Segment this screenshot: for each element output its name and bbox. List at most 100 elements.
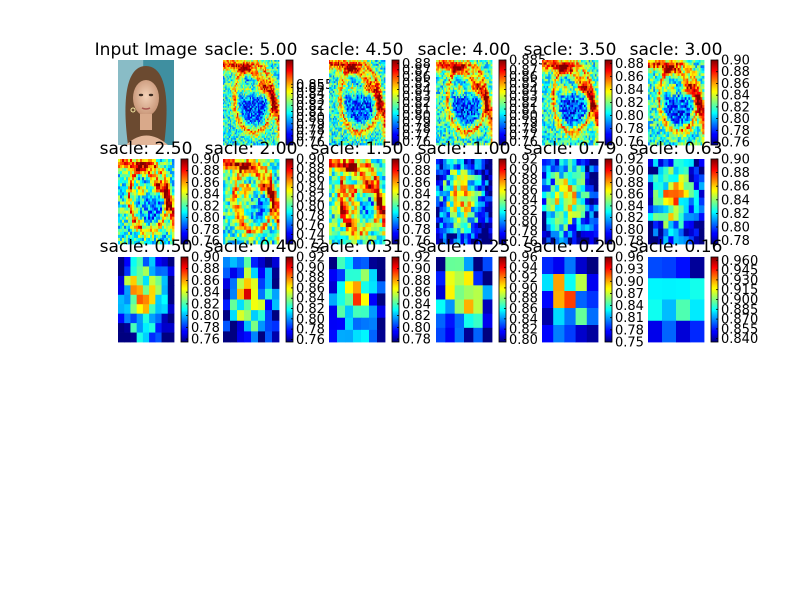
colorbar-tick-label: 0.84 bbox=[296, 181, 325, 196]
colorbar-tick-label: 0.86 bbox=[191, 176, 220, 191]
colorbar-tick-label: 0.80 bbox=[615, 223, 644, 238]
colorbar bbox=[285, 158, 294, 245]
colorbar-tick-label: 0.88 bbox=[721, 166, 750, 181]
panel-title: sacle: 3.50 bbox=[524, 40, 617, 60]
colorbar bbox=[710, 158, 719, 245]
colorbar-tick-label: 0.80 bbox=[509, 109, 538, 124]
panel-7: sacle: 2.000.900.880.860.840.820.800.780… bbox=[205, 139, 325, 253]
panel-title: sacle: 1.00 bbox=[418, 139, 511, 159]
colorbar-tick-label: 0.86 bbox=[721, 180, 750, 195]
colorbar-tick-label: 0.92 bbox=[509, 153, 538, 168]
panel-title: sacle: 0.79 bbox=[524, 139, 617, 159]
colorbar-tick-label: 0.90 bbox=[615, 164, 644, 179]
colorbar-tick-label: 0.86 bbox=[615, 70, 644, 85]
colorbar-tick-label: 0.80 bbox=[191, 211, 220, 226]
colorbar-tick-label: 0.84 bbox=[191, 286, 220, 301]
panel-title: sacle: 2.50 bbox=[100, 139, 193, 159]
colorbar-tick-label: 0.87 bbox=[509, 63, 538, 78]
colorbar-tick-label: 0.74 bbox=[296, 228, 325, 243]
colorbar-tick-label: 0.80 bbox=[296, 111, 325, 126]
colorbar-tick-label: 0.76 bbox=[402, 135, 431, 150]
colorbar-tick-label: 0.90 bbox=[402, 262, 431, 277]
colorbar-tick-label: 0.78 bbox=[615, 122, 644, 137]
panel-title: sacle: 2.00 bbox=[205, 139, 298, 159]
colorbar-tick-label: 0.82 bbox=[296, 190, 325, 205]
panel-1: sacle: 5.00 0.8550.850.840.830.820.810.80… bbox=[205, 40, 334, 150]
colorbar-tick-label: 0.78 bbox=[509, 122, 538, 137]
colorbar-tick-label: 0.78 bbox=[402, 333, 431, 348]
colorbar-tick-label: 0.90 bbox=[191, 153, 220, 168]
colorbar-tick-label: 0.82 bbox=[402, 309, 431, 324]
colorbar-tick-label: 0.960 bbox=[721, 254, 758, 269]
colorbar-tick-label: 0.77 bbox=[402, 129, 431, 144]
colorbar-tick-label: 0.82 bbox=[509, 204, 538, 219]
colorbar-tick-label: 0.84 bbox=[296, 292, 325, 307]
panel-12: sacle: 0.500.900.880.860.840.820.800.780… bbox=[100, 237, 220, 348]
colorbar-tick-label: 0.88 bbox=[296, 271, 325, 286]
colorbar-tick-label: 0.81 bbox=[509, 103, 538, 118]
colorbar-tick-label: 0.84 bbox=[615, 299, 644, 314]
colorbar-tick-label: 0.86 bbox=[509, 183, 538, 198]
colorbar-tick-label: 0.885 bbox=[721, 303, 758, 318]
colorbar-tick-label: 0.87 bbox=[615, 287, 644, 302]
colorbar-tick-label: 0.88 bbox=[615, 176, 644, 191]
colorbar-tick-label: 0.78 bbox=[615, 323, 644, 338]
panel-title: sacle: 3.00 bbox=[630, 40, 723, 60]
colorbar-tick-label: 0.86 bbox=[296, 281, 325, 296]
colorbar-tick-label: 0.76 bbox=[615, 135, 644, 150]
colorbar bbox=[391, 256, 400, 343]
colorbar-tick-label: 0.90 bbox=[721, 153, 750, 168]
colorbar-tick-label: 0.81 bbox=[615, 311, 644, 326]
colorbar-tick-label: 0.84 bbox=[721, 193, 750, 208]
panel-17: sacle: 0.160.9600.9450.9300.9150.9000.88… bbox=[630, 237, 759, 347]
colorbar-tick-label: 0.78 bbox=[296, 123, 325, 138]
panel-0: Input Image bbox=[95, 40, 198, 145]
colorbar-tick-label: 0.86 bbox=[509, 302, 538, 317]
colorbar-tick-label: 0.88 bbox=[509, 173, 538, 188]
colorbar-tick-label: 0.76 bbox=[296, 333, 325, 348]
colorbar-tick-label: 0.870 bbox=[721, 313, 758, 328]
colorbar-tick-label: 0.86 bbox=[402, 286, 431, 301]
panel-title: sacle: 4.00 bbox=[418, 40, 511, 60]
colorbar-tick-label: 0.88 bbox=[402, 57, 431, 72]
colorbar-tick-label: 0.76 bbox=[509, 135, 538, 150]
colorbar bbox=[604, 158, 613, 245]
panel-title: sacle: 0.40 bbox=[205, 237, 298, 257]
panel-title: sacle: 0.20 bbox=[524, 237, 617, 257]
colorbar-tick-label: 0.80 bbox=[191, 309, 220, 324]
colorbar-tick-label: 0.86 bbox=[721, 77, 750, 92]
colorbar-tick-label: 0.88 bbox=[509, 292, 538, 307]
colorbar-tick-label: 0.78 bbox=[509, 225, 538, 240]
colorbar-tick-label: 0.86 bbox=[191, 274, 220, 289]
panel-title: sacle: 4.50 bbox=[311, 40, 404, 60]
colorbar-tick-label: 0.88 bbox=[191, 262, 220, 277]
colorbar-tick-label: 0.85 bbox=[296, 81, 325, 96]
panel-2: sacle: 4.500.880.870.860.850.840.830.820… bbox=[311, 40, 431, 150]
colorbar-tick-label: 0.92 bbox=[296, 251, 325, 266]
colorbar-tick-label: 0.82 bbox=[509, 323, 538, 338]
colorbar-tick-label: 0.76 bbox=[509, 235, 538, 250]
colorbar-tick-label: 0.84 bbox=[509, 83, 538, 98]
colorbar bbox=[604, 256, 613, 343]
colorbar-tick-label: 0.83 bbox=[296, 93, 325, 108]
colorbar-tick-label: 0.86 bbox=[402, 176, 431, 191]
colorbar-tick-label: 0.86 bbox=[509, 70, 538, 85]
colorbar-tick-label: 0.900 bbox=[721, 293, 758, 308]
panel-6: sacle: 2.500.900.880.860.840.820.800.780… bbox=[100, 139, 220, 250]
colorbar-tick-label: 0.76 bbox=[296, 219, 325, 234]
colorbar-tick-label: 0.88 bbox=[191, 164, 220, 179]
colorbar-tick-label: 0.90 bbox=[191, 251, 220, 266]
colorbar-tick-label: 0.80 bbox=[296, 312, 325, 327]
panel-title: sacle: 0.25 bbox=[418, 237, 511, 257]
colorbar-tick-label: 0.78 bbox=[721, 124, 750, 139]
panel-5: sacle: 3.000.900.880.860.840.820.800.780… bbox=[630, 40, 750, 151]
colorbar-tick-label: 0.76 bbox=[191, 333, 220, 348]
colorbar-tick-label: 0.85 bbox=[402, 76, 431, 91]
colorbar-tick-label: 0.78 bbox=[721, 234, 750, 249]
colorbar-tick-label: 0.930 bbox=[721, 273, 758, 288]
colorbar-tick-label: 0.885 bbox=[509, 54, 546, 69]
panel-13: sacle: 0.400.920.900.880.860.840.820.800… bbox=[205, 237, 325, 348]
panel-title: Input Image bbox=[95, 40, 198, 60]
colorbar-tick-label: 0.78 bbox=[296, 323, 325, 338]
colorbar-tick-label: 0.92 bbox=[509, 271, 538, 286]
